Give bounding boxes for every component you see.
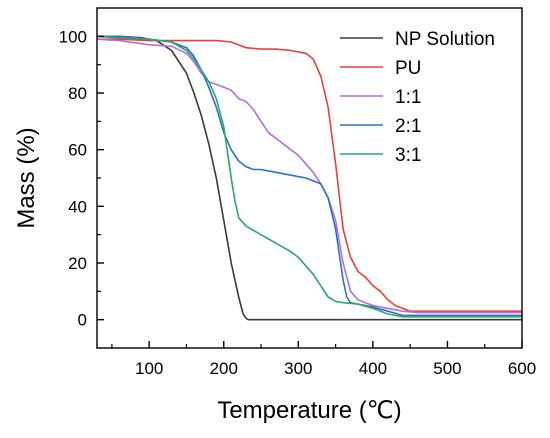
series-line-3: [96, 38, 522, 314]
series-line-1: [97, 35, 522, 321]
y-tick-label: 60: [68, 141, 87, 160]
y-tick-label: 40: [68, 197, 87, 216]
x-tick-label: 100: [135, 359, 163, 378]
legend-label: 1:1: [395, 87, 421, 108]
x-tick-label: 200: [210, 359, 238, 378]
legend-label: NP Solution: [395, 29, 495, 50]
x-axis: 100 200 300 400 500 600: [111, 341, 536, 378]
y-axis: 0 20 40 60 80 100: [59, 27, 104, 330]
series-line-5: [96, 35, 522, 318]
x-tick-label: 300: [284, 359, 312, 378]
x-tick-label: 400: [359, 359, 387, 378]
series-layer: [96, 35, 522, 321]
legend: NP Solution PU 1:1 2:1 3:1: [340, 29, 495, 166]
legend-label: PU: [395, 58, 421, 79]
x-tick-label: 500: [433, 359, 461, 378]
legend-label: 2:1: [395, 116, 421, 137]
series-line-4: [97, 35, 522, 317]
y-tick-label: 20: [68, 254, 87, 273]
y-tick-label: 0: [78, 311, 87, 330]
plot-frame: [96, 7, 523, 349]
series-line-2: [97, 38, 522, 313]
x-axis-label: Temperature (℃): [217, 397, 401, 424]
y-axis-label: Mass (%): [13, 127, 40, 228]
y-tick-label: 80: [68, 84, 87, 103]
legend-label: 3:1: [395, 145, 421, 166]
x-tick-label: 600: [508, 359, 536, 378]
y-tick-label: 100: [59, 27, 87, 46]
